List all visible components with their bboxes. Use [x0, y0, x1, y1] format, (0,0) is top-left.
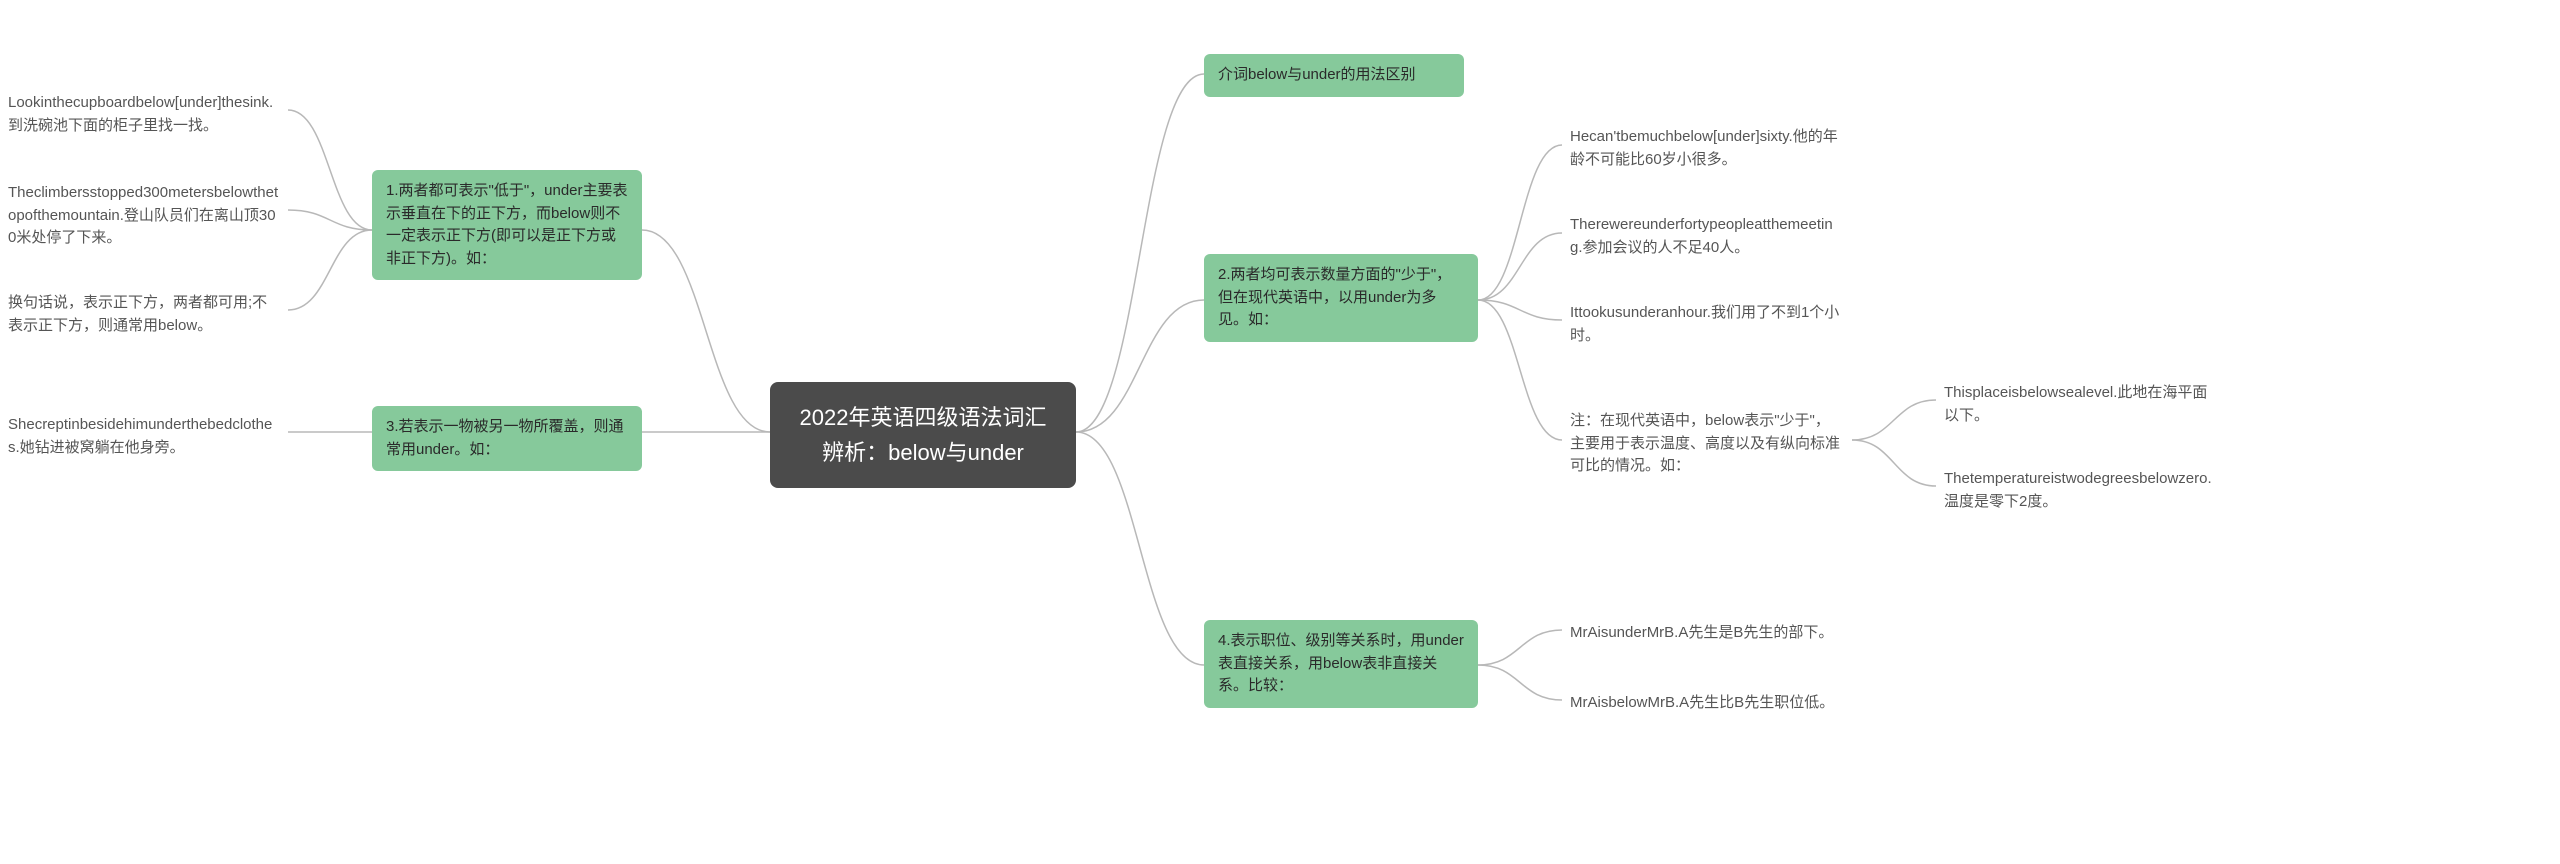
leaf-4b-text: MrAisbelowMrB.A先生比B先生职位低。	[1570, 694, 1834, 711]
leaf-2b-text: Therewereunderfortypeopleatthemeeting.参加…	[1570, 216, 1833, 256]
leaf-4b: MrAisbelowMrB.A先生比B先生职位低。	[1562, 686, 1862, 721]
node-3-label: 3.若表示一物被另一物所覆盖，则通常用under。如：	[386, 418, 624, 458]
node-1[interactable]: 1.两者都可表示"低于"，under主要表示垂直在下的正下方，而below则不一…	[372, 170, 642, 280]
node-2-label: 2.两者均可表示数量方面的"少于"，但在现代英语中，以用under为多见。如：	[1218, 266, 1451, 328]
leaf-1b: Theclimbersstopped300metersbelowthetopof…	[0, 176, 288, 256]
node-3[interactable]: 3.若表示一物被另一物所覆盖，则通常用under。如：	[372, 406, 642, 471]
node-4-label: 4.表示职位、级别等关系时，用under表直接关系，用below表非直接关系。比…	[1218, 632, 1464, 694]
mindmap-canvas: 2022年英语四级语法词汇 辨析：below与under 介词below与und…	[0, 0, 2560, 864]
root-line1: 2022年英语四级语法词汇	[800, 405, 1047, 430]
leaf-4a-text: MrAisunderMrB.A先生是B先生的部下。	[1570, 624, 1833, 641]
root-line2: 辨析：below与under	[822, 440, 1024, 465]
node-4[interactable]: 4.表示职位、级别等关系时，用under表直接关系，用below表非直接关系。比…	[1204, 620, 1478, 708]
leaf-1c-text: 换句话说，表示正下方，两者都可用;不表示正下方，则通常用below。	[8, 294, 267, 334]
leaf-3a: Shecreptinbesidehimunderthebedclothes.她钻…	[0, 408, 288, 465]
leaf-1a-text: Lookinthecupboardbelow[under]thesink.到洗碗…	[8, 94, 273, 134]
leaf-2c: Ittookusunderanhour.我们用了不到1个小时。	[1562, 296, 1852, 353]
node-intro-label: 介词below与under的用法区别	[1218, 66, 1416, 83]
node-2[interactable]: 2.两者均可表示数量方面的"少于"，但在现代英语中，以用under为多见。如：	[1204, 254, 1478, 342]
leaf-2d1: Thisplaceisbelowsealevel.此地在海平面以下。	[1936, 376, 2226, 433]
leaf-2b: Therewereunderfortypeopleatthemeeting.参加…	[1562, 208, 1852, 265]
leaf-2d-text: 注：在现代英语中，below表示"少于"，主要用于表示温度、高度以及有纵向标准可…	[1570, 412, 1840, 474]
root-node[interactable]: 2022年英语四级语法词汇 辨析：below与under	[770, 382, 1076, 488]
leaf-1a: Lookinthecupboardbelow[under]thesink.到洗碗…	[0, 86, 288, 143]
leaf-1c: 换句话说，表示正下方，两者都可用;不表示正下方，则通常用below。	[0, 286, 288, 343]
leaf-3a-text: Shecreptinbesidehimunderthebedclothes.她钻…	[8, 416, 272, 456]
leaf-2c-text: Ittookusunderanhour.我们用了不到1个小时。	[1570, 304, 1839, 344]
leaf-2d2: Thetemperatureistwodegreesbelowzero.温度是零…	[1936, 462, 2226, 519]
leaf-2d2-text: Thetemperatureistwodegreesbelowzero.温度是零…	[1944, 470, 2212, 510]
leaf-2a: Hecan'tbemuchbelow[under]sixty.他的年龄不可能比6…	[1562, 120, 1852, 177]
leaf-2a-text: Hecan'tbemuchbelow[under]sixty.他的年龄不可能比6…	[1570, 128, 1838, 168]
leaf-2d: 注：在现代英语中，below表示"少于"，主要用于表示温度、高度以及有纵向标准可…	[1562, 404, 1852, 484]
node-intro[interactable]: 介词below与under的用法区别	[1204, 54, 1464, 97]
node-1-label: 1.两者都可表示"低于"，under主要表示垂直在下的正下方，而below则不一…	[386, 182, 628, 267]
leaf-2d1-text: Thisplaceisbelowsealevel.此地在海平面以下。	[1944, 384, 2207, 424]
leaf-4a: MrAisunderMrB.A先生是B先生的部下。	[1562, 616, 1862, 651]
leaf-1b-text: Theclimbersstopped300metersbelowthetopof…	[8, 184, 278, 246]
